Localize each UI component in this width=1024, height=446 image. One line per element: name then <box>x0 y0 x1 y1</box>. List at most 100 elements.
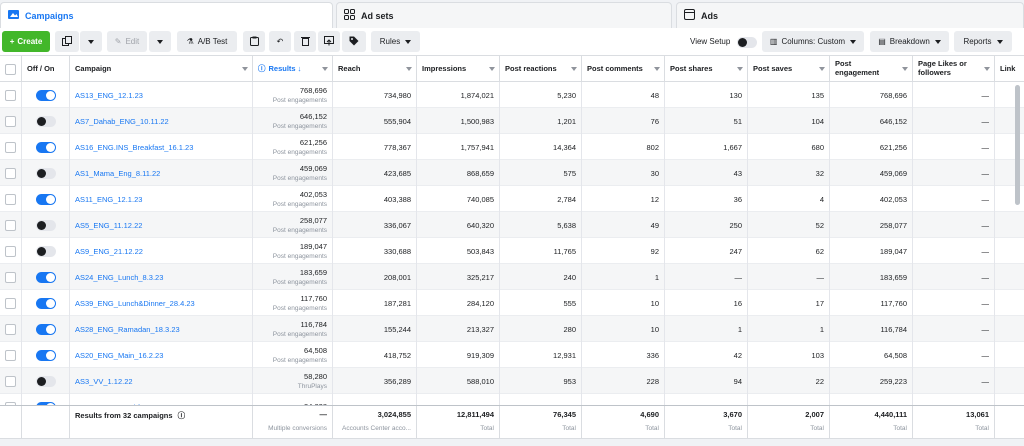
archive-button[interactable] <box>243 31 265 52</box>
edit-button[interactable]: ✎ Edit <box>107 31 147 52</box>
ab-test-button[interactable]: ⚗ A/B Test <box>177 31 237 52</box>
chevron-down-icon[interactable] <box>984 67 990 71</box>
chevron-down-icon[interactable] <box>902 67 908 71</box>
tag-button[interactable] <box>342 31 366 52</box>
campaign-status-toggle[interactable] <box>35 271 56 283</box>
row-checkbox[interactable] <box>5 349 16 361</box>
column-header-campaign[interactable]: Campaign <box>70 56 253 82</box>
campaign-status-toggle[interactable] <box>35 375 56 387</box>
chevron-down-icon[interactable] <box>242 67 248 71</box>
chevron-down-icon[interactable] <box>489 67 495 71</box>
campaign-name-link[interactable]: AS3_VV_1.12.22 <box>70 368 253 394</box>
row-checkbox[interactable] <box>5 167 16 179</box>
row-checkbox[interactable] <box>5 271 16 283</box>
horizontal-scrollbar[interactable] <box>0 438 1024 446</box>
column-header-saves[interactable]: Post saves <box>748 56 830 82</box>
create-button[interactable]: + Create <box>2 31 50 52</box>
breakdown-button[interactable]: ▤ Breakdown <box>870 31 949 52</box>
campaign-name-link[interactable]: AS28_ENG_Ramadan_18.3.23 <box>70 316 253 342</box>
columns-button[interactable]: ▥ Columns: Custom <box>762 31 864 52</box>
column-header-page-likes[interactable]: Page Likes or followers <box>913 56 995 82</box>
chevron-down-icon[interactable] <box>406 67 412 71</box>
duplicate-dropdown-button[interactable] <box>80 31 102 52</box>
campaign-status-toggle[interactable] <box>35 219 56 231</box>
campaign-status-toggle[interactable] <box>35 115 56 127</box>
campaign-name-link[interactable]: AS13_ENG_12.1.23 <box>70 82 253 108</box>
chevron-down-icon[interactable] <box>819 67 825 71</box>
engagement-cell: 116,784 <box>830 316 913 342</box>
tab-ad-sets[interactable]: Ad sets <box>336 2 672 28</box>
column-header-impressions[interactable]: Impressions <box>417 56 500 82</box>
table-row[interactable]: AS20_ENG_Main_16.2.23 64,508 Post engageme… <box>0 342 1024 368</box>
row-checkbox[interactable] <box>5 115 16 127</box>
campaign-status-toggle[interactable] <box>35 245 56 257</box>
campaign-name-link[interactable]: AS16_ENG.INS_Breakfast_16.1.23 <box>70 134 253 160</box>
chevron-down-icon[interactable] <box>737 67 743 71</box>
campaign-status-toggle[interactable] <box>35 323 56 335</box>
campaign-name-link[interactable]: AS24_ENG_Lunch_8.3.23 <box>70 264 253 290</box>
campaign-name-link[interactable]: AS9_ENG_21.12.22 <box>70 238 253 264</box>
totals-reactions-value: 76,345 <box>553 410 576 419</box>
row-checkbox[interactable] <box>5 375 16 387</box>
column-header-shares[interactable]: Post shares <box>665 56 748 82</box>
campaign-name-link[interactable]: AS1_Mama_Eng_8.11.22 <box>70 160 253 186</box>
row-checkbox[interactable] <box>5 141 16 153</box>
edit-dropdown-button[interactable] <box>149 31 171 52</box>
table-row[interactable]: AS39_ENG_Lunch&Dinner_28.4.23 117,760 Post… <box>0 290 1024 316</box>
totals-shares-value: 3,670 <box>723 410 742 419</box>
campaign-name-link[interactable]: AS7_Dahab_ENG_10.11.22 <box>70 108 253 134</box>
export-button[interactable] <box>318 31 340 52</box>
view-setup-toggle[interactable] <box>737 37 757 48</box>
reach-cell: 330,688 <box>333 238 417 264</box>
campaign-status-toggle[interactable] <box>35 349 56 361</box>
chevron-down-icon[interactable] <box>571 67 577 71</box>
table-row[interactable]: AS11_ENG_12.1.23 402,053 Post engagements 4… <box>0 186 1024 212</box>
campaign-status-toggle[interactable] <box>35 297 56 309</box>
row-checkbox[interactable] <box>5 323 16 335</box>
campaign-status-toggle[interactable] <box>35 167 56 179</box>
duplicate-button[interactable] <box>55 31 79 52</box>
row-checkbox[interactable] <box>5 245 16 257</box>
row-checkbox[interactable] <box>5 89 16 101</box>
vertical-scrollbar[interactable] <box>1015 85 1020 205</box>
table-row[interactable]: AS16_ENG.INS_Breakfast_16.1.23 621,256 Pos… <box>0 134 1024 160</box>
select-all-checkbox-cell[interactable] <box>0 56 22 82</box>
table-row[interactable]: AS9_ENG_21.12.22 189,047 Post engagements 3… <box>0 238 1024 264</box>
chevron-down-icon[interactable] <box>322 67 328 71</box>
chevron-down-icon[interactable] <box>654 67 660 71</box>
table-row[interactable]: AS5_ENG_11.12.22 258,077 Post engagements 3… <box>0 212 1024 238</box>
column-header-reach[interactable]: Reach <box>333 56 417 82</box>
info-icon[interactable]: ⓘ <box>177 411 186 420</box>
duplicate-icon <box>62 35 72 48</box>
column-header-reactions[interactable]: Post reactions <box>500 56 582 82</box>
column-header-link[interactable]: Link <box>995 56 1024 82</box>
column-header-engagement[interactable]: Post engagement <box>830 56 913 82</box>
table-row[interactable]: AS1_Mama_Eng_8.11.22 459,069 Post engageme… <box>0 160 1024 186</box>
table-row[interactable]: AS7_Dahab_ENG_10.11.22 646,152 Post engage… <box>0 108 1024 134</box>
tab-ads[interactable]: Ads <box>676 2 1024 28</box>
table-row[interactable]: AS13_ENG_12.1.23 768,696 Post engagements 7… <box>0 82 1024 108</box>
column-header-results[interactable]: ⓘ Results ↓ <box>253 56 333 82</box>
column-header-comments[interactable]: Post comments <box>582 56 665 82</box>
campaign-status-toggle[interactable] <box>35 141 56 153</box>
tab-campaigns[interactable]: Campaigns <box>0 2 333 28</box>
campaign-status-toggle[interactable] <box>35 89 56 101</box>
campaign-name-link[interactable]: AS20_ENG_Main_16.2.23 <box>70 342 253 368</box>
campaign-name-link[interactable]: AS5_ENG_11.12.22 <box>70 212 253 238</box>
undo-button[interactable]: ↶ <box>269 31 291 52</box>
table-row[interactable]: AS3_VV_1.12.22 58,280 ThruPlays 356,289 588,… <box>0 368 1024 394</box>
select-all-checkbox[interactable] <box>5 63 16 75</box>
reports-button[interactable]: Reports <box>954 31 1012 52</box>
campaign-name-link[interactable]: AS39_ENG_Lunch&Dinner_28.4.23 <box>70 290 253 316</box>
row-checkbox[interactable] <box>5 193 16 205</box>
campaign-status-toggle[interactable] <box>35 193 56 205</box>
row-checkbox[interactable] <box>5 297 16 309</box>
totals-saves-note: Total <box>810 425 824 432</box>
table-row[interactable]: AS28_ENG_Ramadan_18.3.23 116,784 Post enga… <box>0 316 1024 342</box>
info-icon[interactable]: ⓘ <box>258 63 266 73</box>
table-row[interactable]: AS24_ENG_Lunch_8.3.23 183,659 Post engagem… <box>0 264 1024 290</box>
delete-button[interactable] <box>294 31 316 52</box>
row-checkbox[interactable] <box>5 219 16 231</box>
campaign-name-link[interactable]: AS11_ENG_12.1.23 <box>70 186 253 212</box>
rules-button[interactable]: Rules <box>371 31 420 52</box>
